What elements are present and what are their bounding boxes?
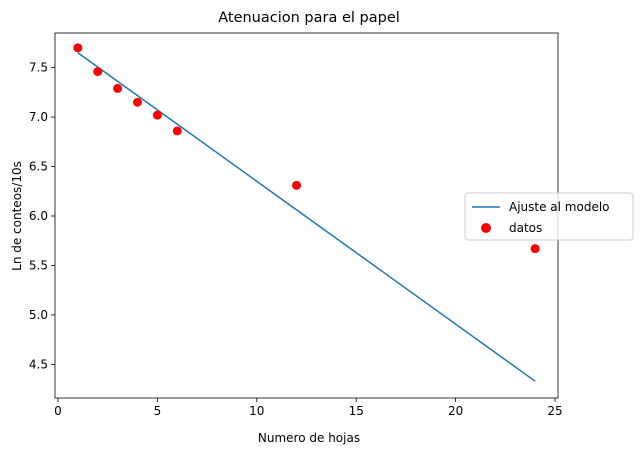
y-tick-label: 7.5 — [29, 61, 48, 75]
legend-marker-swatch — [481, 223, 491, 233]
data-point — [530, 244, 540, 254]
x-tick-label: 0 — [54, 404, 62, 418]
x-tick-label: 15 — [349, 404, 364, 418]
y-tick-label: 5.0 — [29, 308, 48, 322]
data-point — [152, 110, 162, 120]
x-axis: 0 5 10 15 20 25 — [54, 398, 563, 418]
data-point — [93, 67, 103, 77]
legend: Ajuste al modelo datos — [464, 192, 634, 241]
data-point — [73, 43, 83, 53]
legend-box — [464, 192, 634, 241]
data-point — [172, 126, 182, 136]
series-layer — [73, 43, 540, 382]
y-tick-label: 4.5 — [29, 357, 48, 371]
y-tick-label: 5.5 — [29, 258, 48, 272]
legend-label-data: datos — [509, 221, 542, 235]
legend-label-fit: Ajuste al modelo — [509, 200, 610, 214]
fit-line — [77, 52, 536, 382]
y-tick-label: 6.5 — [29, 160, 48, 174]
y-axis: 4.5 5.0 5.5 6.0 6.5 7.0 7.5 — [29, 61, 55, 371]
chart-title: Atenuacion para el papel — [218, 10, 400, 26]
data-point — [292, 180, 302, 190]
x-axis-label: Numero de hojas — [258, 431, 360, 445]
y-tick-label: 7.0 — [29, 110, 48, 124]
x-tick-label: 10 — [249, 404, 264, 418]
data-point — [133, 97, 143, 107]
y-tick-label: 6.0 — [29, 209, 48, 223]
x-tick-label: 20 — [448, 404, 463, 418]
data-point — [113, 83, 123, 93]
y-axis-label: Ln de conteos/10s — [10, 161, 24, 271]
x-tick-label: 25 — [547, 404, 562, 418]
x-tick-label: 5 — [154, 404, 162, 418]
